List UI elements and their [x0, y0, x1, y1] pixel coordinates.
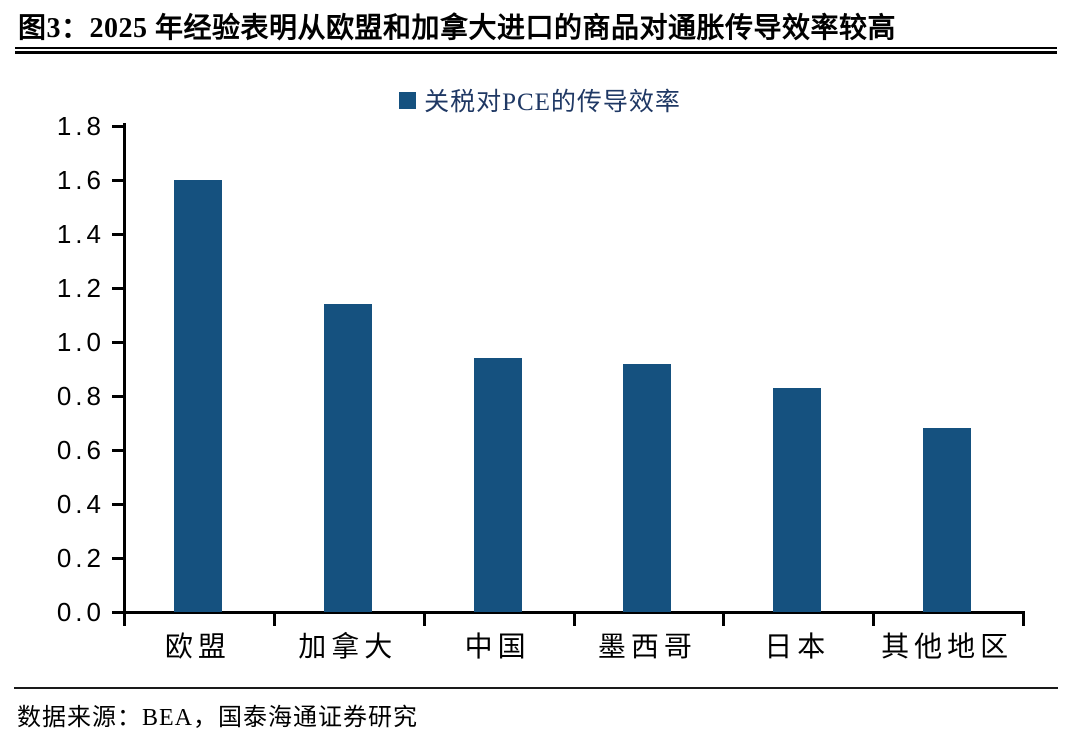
- y-axis-tick: [112, 557, 123, 560]
- y-axis-tick: [112, 611, 123, 614]
- y-axis-tick-label: 0.4: [56, 489, 105, 519]
- chart-bar: [173, 180, 222, 612]
- legend-swatch-icon: [399, 91, 417, 109]
- y-axis-tick-label: 1.4: [56, 219, 105, 249]
- y-axis-tick-label: 1.0: [56, 327, 105, 357]
- title-divider: [15, 47, 1057, 54]
- y-axis-line: [123, 123, 126, 615]
- x-axis-tick: [123, 613, 126, 626]
- x-axis-category-label: 中国: [464, 632, 531, 663]
- figure-title: 图3：2025 年经验表明从欧盟和加拿大进口的商品对通胀传导效率较高: [18, 13, 897, 44]
- x-axis-category-label: 日本: [764, 632, 831, 663]
- y-axis-tick-label: 1.6: [56, 165, 105, 195]
- legend-label: 关税对PCE的传导效率: [424, 89, 681, 116]
- x-axis-line: [123, 611, 1025, 614]
- chart-bar: [623, 363, 672, 612]
- x-axis-tick: [872, 613, 876, 626]
- x-axis-tick: [722, 613, 726, 626]
- y-axis-tick-label: 0.8: [56, 381, 105, 411]
- x-axis-tick: [422, 613, 426, 626]
- y-axis-tick: [112, 449, 123, 452]
- y-axis-tick: [112, 395, 123, 398]
- x-axis-category-label: 其他地区: [881, 632, 1014, 663]
- x-axis-category-label: 墨西哥: [597, 632, 697, 663]
- y-axis-tick: [112, 287, 123, 290]
- y-axis-tick-label: 0.0: [56, 597, 105, 627]
- x-axis-tick: [272, 613, 276, 626]
- y-axis-tick: [112, 125, 123, 128]
- y-axis-tick: [112, 179, 123, 182]
- data-source: 数据来源：BEA，国泰海通证券研究: [17, 705, 418, 731]
- x-axis-tick: [1022, 613, 1025, 626]
- chart-bar: [473, 358, 522, 612]
- y-axis-tick: [112, 341, 123, 344]
- x-axis-category-label: 欧盟: [164, 632, 231, 663]
- chart-bar: [323, 304, 372, 612]
- y-axis-tick: [112, 233, 123, 236]
- y-axis-tick-label: 1.2: [56, 273, 105, 303]
- chart-bar: [923, 428, 972, 612]
- y-axis-tick-label: 0.2: [56, 543, 105, 573]
- footer-divider: [14, 687, 1058, 689]
- y-axis-tick-label: 0.6: [56, 435, 105, 465]
- x-axis-tick: [572, 613, 576, 626]
- chart-legend: 关税对PCE的传导效率: [0, 82, 1080, 118]
- x-axis-category-label: 加拿大: [298, 632, 398, 663]
- y-axis-tick: [112, 503, 123, 506]
- chart-bar: [773, 387, 822, 612]
- y-axis-tick-label: 1.8: [56, 111, 105, 141]
